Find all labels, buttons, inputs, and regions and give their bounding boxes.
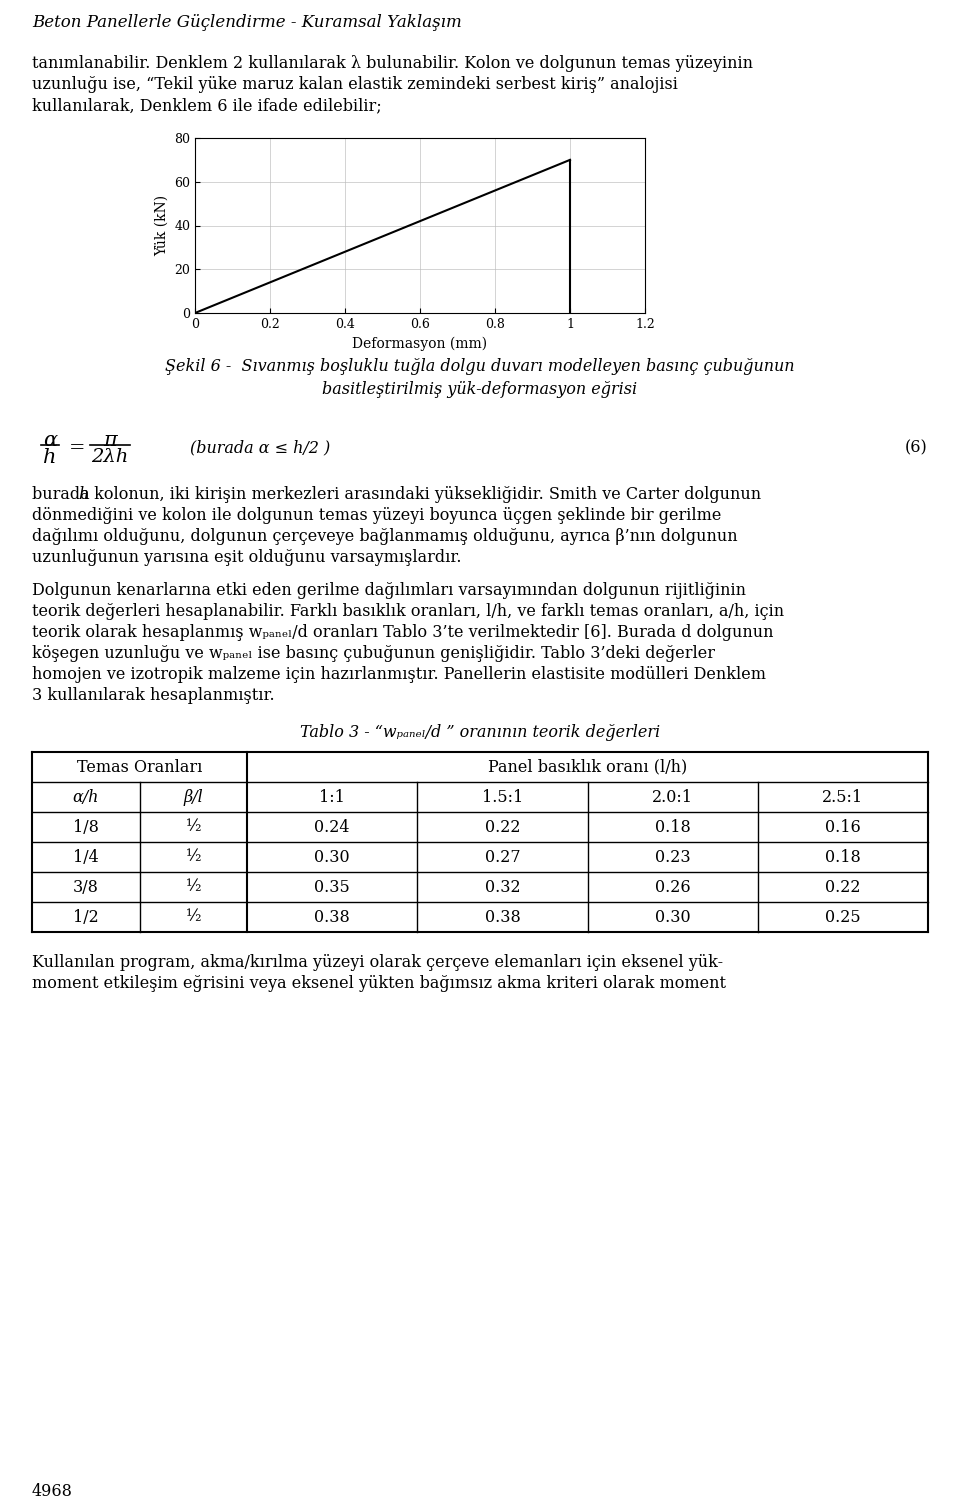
Text: 0.30: 0.30: [655, 908, 690, 925]
Text: 0.16: 0.16: [825, 818, 861, 836]
Text: 0.38: 0.38: [314, 908, 350, 925]
Text: 1/4: 1/4: [73, 848, 99, 865]
Text: teorik olarak hesaplanmış wₚₐₙₑₗ/d oranları Tablo 3’te verilmektedir [6]. Burada: teorik olarak hesaplanmış wₚₐₙₑₗ/d oranl…: [32, 624, 774, 641]
Text: 1:1: 1:1: [319, 788, 345, 806]
Text: h: h: [78, 486, 88, 502]
Text: uzunluğunun yarısına eşit olduğunu varsaymışlardır.: uzunluğunun yarısına eşit olduğunu varsa…: [32, 549, 462, 566]
Text: ½: ½: [185, 878, 202, 895]
Text: 0.30: 0.30: [314, 848, 350, 865]
Text: köşegen uzunluğu ve wₚₐₙₑₗ ise basınç çubuğunun genişliğidir. Tablo 3’deki değer: köşegen uzunluğu ve wₚₐₙₑₗ ise basınç çu…: [32, 645, 715, 662]
Text: 0.18: 0.18: [825, 848, 861, 865]
Text: ½: ½: [185, 908, 202, 925]
Text: 0.35: 0.35: [314, 878, 350, 895]
Text: ½: ½: [185, 848, 202, 865]
Text: 0.24: 0.24: [314, 818, 349, 836]
Text: β/l: β/l: [183, 788, 204, 806]
Text: Kullanılan program, akma/kırılma yüzeyi olarak çerçeve elemanları için eksenel y: Kullanılan program, akma/kırılma yüzeyi …: [32, 954, 723, 972]
Text: 0.26: 0.26: [655, 878, 690, 895]
Text: moment etkileşim eğrisini veya eksenel yükten bağımsız akma kriteri olarak momen: moment etkileşim eğrisini veya eksenel y…: [32, 975, 726, 993]
Text: h: h: [43, 448, 57, 468]
X-axis label: Deformasyon (mm): Deformasyon (mm): [352, 337, 488, 350]
Text: ½: ½: [185, 818, 202, 836]
Text: 0.27: 0.27: [485, 848, 520, 865]
Text: Şekil 6 -  Sıvanmış boşluklu tuğla dolgu duvarı modelleyen basınç çubuğunun: Şekil 6 - Sıvanmış boşluklu tuğla dolgu …: [165, 358, 795, 374]
Text: 0.38: 0.38: [485, 908, 520, 925]
Text: 0.18: 0.18: [655, 818, 690, 836]
Text: 0.22: 0.22: [485, 818, 520, 836]
Text: 0.22: 0.22: [826, 878, 860, 895]
Text: burada: burada: [32, 486, 95, 502]
Text: kolonun, iki kirişin merkezleri arasındaki yüksekliğidir. Smith ve Carter dolgun: kolonun, iki kirişin merkezleri arasında…: [89, 486, 761, 502]
Text: homojen ve izotropik malzeme için hazırlanmıştır. Panellerin elastisite modüller: homojen ve izotropik malzeme için hazırl…: [32, 666, 766, 683]
Text: (6): (6): [905, 439, 928, 456]
Text: 3/8: 3/8: [73, 878, 99, 895]
Text: dağılımı olduğunu, dolgunun çerçeveye bağlanmamış olduğunu, ayrıca β’nın dolgunu: dağılımı olduğunu, dolgunun çerçeveye ba…: [32, 528, 737, 544]
Text: Panel basıklık oranı (l/h): Panel basıklık oranı (l/h): [488, 758, 687, 776]
Text: π: π: [103, 432, 117, 450]
Text: dönmediğini ve kolon ile dolgunun temas yüzeyi boyunca üçgen şeklinde bir gerilm: dönmediğini ve kolon ile dolgunun temas …: [32, 507, 721, 523]
Text: α/h: α/h: [73, 788, 99, 806]
Text: 1/2: 1/2: [73, 908, 99, 925]
Text: tanımlanabilir. Denklem 2 kullanılarak λ bulunabilir. Kolon ve dolgunun temas yü: tanımlanabilir. Denklem 2 kullanılarak λ…: [32, 56, 753, 72]
Text: basitleştirilmiş yük-deformasyon eğrisi: basitleştirilmiş yük-deformasyon eğrisi: [323, 381, 637, 399]
Text: α: α: [43, 432, 57, 450]
Text: 1/8: 1/8: [73, 818, 99, 836]
Text: 0.23: 0.23: [655, 848, 690, 865]
Text: kullanılarak, Denklem 6 ile ifade edilebilir;: kullanılarak, Denklem 6 ile ifade edileb…: [32, 96, 382, 114]
Text: Tablo 3 - “wₚₐₙₑₗ/d ” oranının teorik değerleri: Tablo 3 - “wₚₐₙₑₗ/d ” oranının teorik de…: [300, 723, 660, 741]
Text: Dolgunun kenarlarına etki eden gerilme dağılımları varsayımından dolgunun rijitl: Dolgunun kenarlarına etki eden gerilme d…: [32, 582, 746, 599]
Text: 2λh: 2λh: [91, 448, 129, 466]
Text: 2.5:1: 2.5:1: [823, 788, 863, 806]
Text: teorik değerleri hesaplanabilir. Farklı basıklık oranları, l/h, ve farklı temas : teorik değerleri hesaplanabilir. Farklı …: [32, 603, 784, 620]
Text: (burada α ≤ h/2 ): (burada α ≤ h/2 ): [190, 439, 330, 456]
Text: 3 kullanılarak hesaplanmıştır.: 3 kullanılarak hesaplanmıştır.: [32, 687, 275, 704]
Text: 0.25: 0.25: [825, 908, 861, 925]
Text: 2.0:1: 2.0:1: [652, 788, 693, 806]
Y-axis label: Yük (kN): Yük (kN): [155, 196, 169, 256]
Text: 0.32: 0.32: [485, 878, 520, 895]
Text: 1.5:1: 1.5:1: [482, 788, 523, 806]
Text: Beton Panellerle Güçlendirme - Kuramsal Yaklaşım: Beton Panellerle Güçlendirme - Kuramsal …: [32, 14, 462, 32]
Text: Temas Oranları: Temas Oranları: [77, 758, 203, 776]
Text: uzunluğu ise, “Tekil yüke maruz kalan elastik zemindeki serbest kiriş” analojisi: uzunluğu ise, “Tekil yüke maruz kalan el…: [32, 77, 678, 93]
Text: 4968: 4968: [32, 1483, 73, 1499]
Text: =: =: [69, 439, 85, 457]
